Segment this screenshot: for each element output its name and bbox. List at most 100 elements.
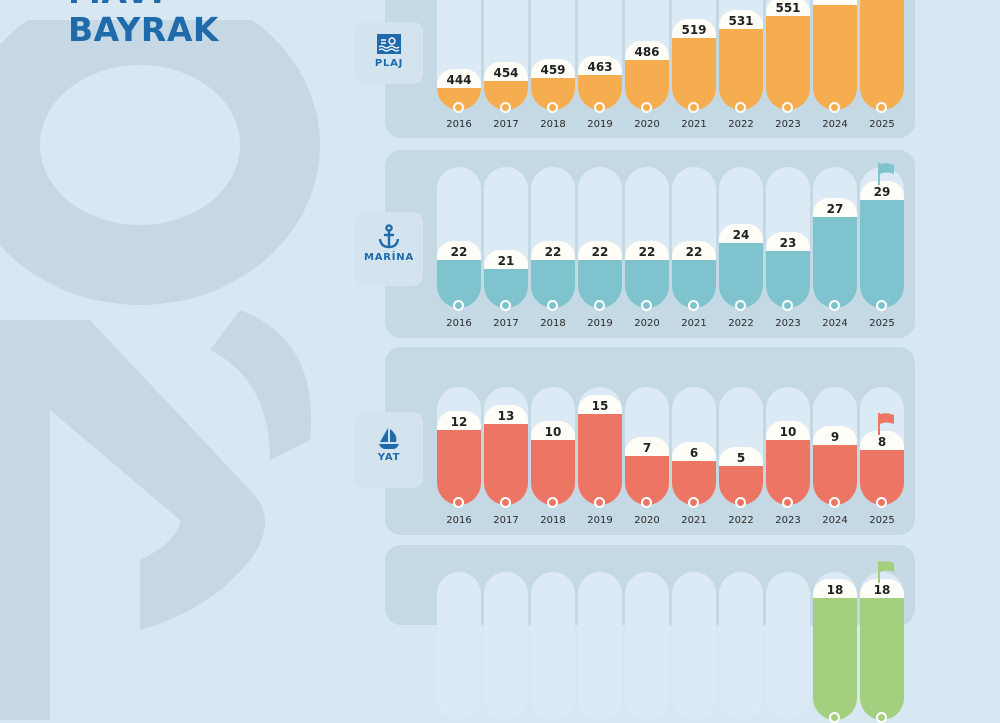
bar-base-dot — [500, 300, 511, 311]
bar-column: 22 — [578, 167, 622, 308]
bar-column: 24 — [719, 167, 763, 308]
bar-column: 10 — [766, 387, 810, 505]
category-label: MARİNA — [363, 252, 415, 263]
bar-column: 6 — [672, 387, 716, 505]
bar-base-dot — [829, 102, 840, 113]
year-tick-label: 2024 — [822, 119, 848, 130]
year-tick-label: 2025 — [869, 515, 895, 526]
data-label: 459 — [531, 58, 575, 78]
bar-column: 12 — [437, 387, 481, 505]
bar-base-dot — [782, 300, 793, 311]
bar-column: 18 — [860, 572, 904, 720]
year-tick-label: 2024 — [822, 318, 848, 329]
bar-column — [531, 572, 575, 720]
data-label: 22 — [578, 241, 622, 261]
bar-column: 23 — [766, 167, 810, 308]
year-tick-label: 2017 — [493, 318, 519, 329]
year-tick-label: 2023 — [775, 318, 801, 329]
bar-base-dot — [735, 102, 746, 113]
data-label: 519 — [672, 18, 716, 38]
category-label: PLAJ — [374, 58, 404, 69]
bar-base-dot — [829, 300, 840, 311]
bar — [719, 242, 763, 308]
bar-column: 13 — [484, 387, 528, 505]
bar-base-dot — [547, 300, 558, 311]
bar-column — [437, 572, 481, 720]
bar-column: 9 — [813, 387, 857, 505]
data-label: 463 — [578, 56, 622, 76]
year-tick-label: 2021 — [681, 119, 707, 130]
year-tick-label: 2019 — [587, 515, 613, 526]
flag-icon — [878, 561, 894, 583]
bar-column: 531 — [719, 0, 763, 110]
bar-column: 486 — [625, 0, 669, 110]
sailboat-icon — [379, 428, 399, 449]
bar-base-dot — [688, 497, 699, 508]
data-label: 5 — [719, 447, 763, 466]
data-label: 22 — [672, 241, 716, 261]
year-tick-label: 2018 — [540, 318, 566, 329]
bar-base-dot — [688, 102, 699, 113]
data-label: 10 — [766, 421, 810, 440]
bar-column — [625, 572, 669, 720]
bar-base-dot — [594, 102, 605, 113]
bar-column: 22 — [625, 167, 669, 308]
year-tick-label: 2024 — [822, 515, 848, 526]
bar-column: 18 — [813, 572, 857, 720]
category-tab-yat: YAT — [355, 412, 423, 488]
year-tick-label: 2020 — [634, 119, 660, 130]
bar — [625, 59, 669, 110]
category-tab-marina: MARİNA — [355, 212, 423, 286]
year-tick-label: 2023 — [775, 119, 801, 130]
data-label: 444 — [437, 68, 481, 88]
data-label: 27 — [813, 198, 857, 218]
year-tick-label: 2019 — [587, 318, 613, 329]
bar-base-dot — [735, 497, 746, 508]
bar-base-dot — [547, 102, 558, 113]
bar — [813, 445, 857, 505]
bar — [860, 450, 904, 505]
year-tick-label: 2023 — [775, 515, 801, 526]
bar-column: 27 — [813, 167, 857, 308]
bar-base-dot — [594, 300, 605, 311]
data-label: 15 — [578, 395, 622, 414]
bar — [860, 598, 904, 720]
data-label: 22 — [531, 241, 575, 261]
year-tick-label: 2022 — [728, 119, 754, 130]
year-tick-label: 2022 — [728, 318, 754, 329]
bar-base-dot — [829, 497, 840, 508]
bar — [719, 29, 763, 110]
year-tick-label: 2016 — [446, 515, 472, 526]
bar-base-dot — [453, 497, 464, 508]
bar — [766, 440, 810, 505]
data-label: 22 — [437, 241, 481, 261]
background-year-watermark — [0, 20, 320, 720]
data-label — [813, 0, 857, 5]
bar-column: 454 — [484, 0, 528, 110]
bar-base-dot — [500, 497, 511, 508]
year-tick-label: 2018 — [540, 119, 566, 130]
title-line-1: MAVİ — [68, 0, 164, 11]
bar — [437, 87, 481, 110]
bar-column — [719, 572, 763, 720]
bar-base-dot — [782, 497, 793, 508]
data-label: 18 — [813, 579, 857, 598]
year-tick-label: 2020 — [634, 318, 660, 329]
bar-column: 5 — [719, 387, 763, 505]
data-label: 29 — [860, 181, 904, 201]
data-label: 24 — [719, 223, 763, 243]
bar — [437, 429, 481, 505]
year-tick-label: 2017 — [493, 119, 519, 130]
data-label: 454 — [484, 62, 528, 82]
bar-column — [484, 572, 528, 720]
data-label: 13 — [484, 405, 528, 425]
bar-column: 22 — [672, 167, 716, 308]
bar-column: 8 — [860, 387, 904, 505]
bar-column: 519 — [672, 0, 716, 110]
data-label: 551 — [766, 0, 810, 16]
year-tick-label: 2016 — [446, 119, 472, 130]
bar-column: 459 — [531, 0, 575, 110]
year-tick-label: 2017 — [493, 515, 519, 526]
data-label: 531 — [719, 10, 763, 30]
bar-base-dot — [735, 300, 746, 311]
